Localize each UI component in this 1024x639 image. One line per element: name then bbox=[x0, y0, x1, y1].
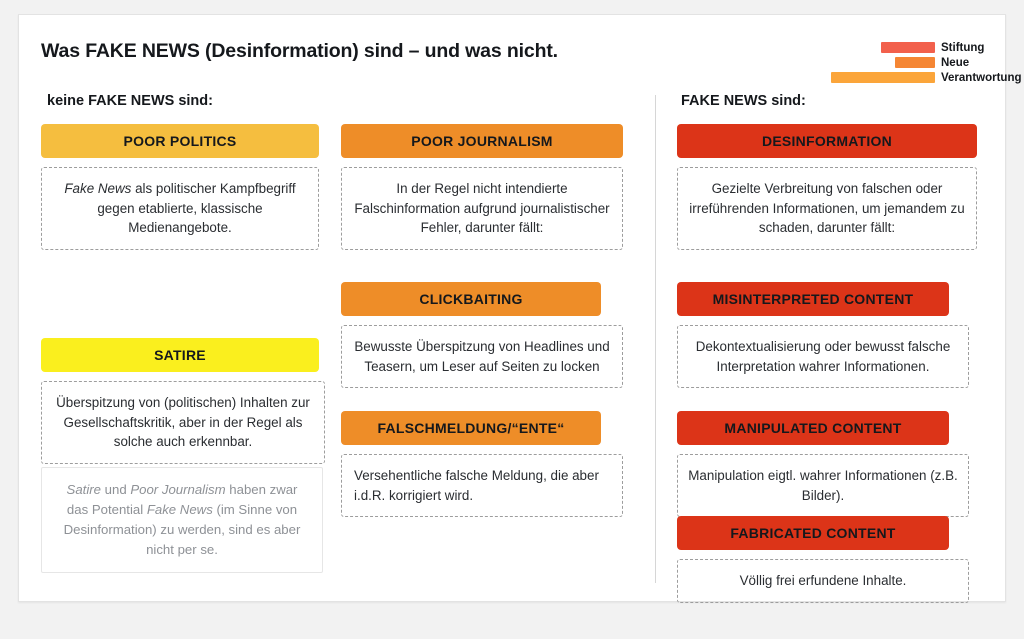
category-label-misinterpreted-content[interactable]: MISINTERPRETED CONTENT bbox=[677, 282, 949, 316]
category-label-poor-journalism[interactable]: POOR JOURNALISM bbox=[341, 124, 623, 158]
column-divider bbox=[655, 95, 656, 583]
logo-label: Stiftung bbox=[941, 42, 985, 54]
column-subcategories-middle: POOR JOURNALISM In der Regel nicht intend… bbox=[341, 93, 623, 517]
category-label-clickbaiting[interactable]: CLICKBAITING bbox=[341, 282, 601, 316]
logo-bar-icon bbox=[895, 57, 935, 68]
category-block: DESINFORMATION Gezielte Verbreitung von f… bbox=[677, 124, 979, 250]
logo-label: Neue bbox=[941, 57, 970, 69]
column-heading-left: keine FAKE NEWS sind: bbox=[47, 93, 213, 109]
logo-label: Verantwortung bbox=[941, 72, 1022, 84]
category-label-falschmeldung-ente[interactable]: FALSCHMELDUNG/“ENTE“ bbox=[341, 411, 601, 445]
category-block: SATIRE Überspitzung von (politischen) Inh… bbox=[41, 338, 325, 464]
category-description: Überspitzung von (politischen) Inhalten … bbox=[41, 381, 325, 464]
header: Was FAKE NEWS (Desinformation) sind – un… bbox=[19, 15, 1022, 89]
category-description: Gezielte Verbreitung von falschen oder i… bbox=[677, 167, 977, 250]
category-description: Bewusste Überspitzung von Headlines und … bbox=[341, 325, 623, 388]
category-block: FALSCHMELDUNG/“ENTE“ Versehentliche falsc… bbox=[341, 411, 623, 517]
category-block: POOR POLITICS Fake News als politischer K… bbox=[41, 124, 323, 250]
category-block: MISINTERPRETED CONTENT Dekontextualisieru… bbox=[677, 282, 979, 388]
category-description: Völlig frei erfundene Inhalte. bbox=[677, 559, 969, 603]
category-description: In der Regel nicht intendierte Falschinf… bbox=[341, 167, 623, 250]
logo-line-verantwortung: Verantwortung bbox=[823, 72, 1022, 84]
category-block: MANIPULATED CONTENT Manipulation eigtl. w… bbox=[677, 411, 979, 517]
footer-note: Satire und Poor Journalism haben zwar da… bbox=[41, 467, 323, 573]
logo-line-stiftung: Stiftung bbox=[823, 42, 989, 54]
page-title: Was FAKE NEWS (Desinformation) sind – un… bbox=[41, 40, 558, 62]
infographic-card: Was FAKE NEWS (Desinformation) sind – un… bbox=[18, 14, 1022, 603]
category-block: FABRICATED CONTENT Völlig frei erfundene … bbox=[677, 516, 979, 603]
logo-line-neue: Neue bbox=[823, 57, 989, 69]
category-label-satire[interactable]: SATIRE bbox=[41, 338, 319, 372]
logo-bar-icon bbox=[881, 42, 935, 53]
category-block: POOR JOURNALISM In der Regel nicht intend… bbox=[341, 124, 623, 250]
column-keine-fake-news: keine FAKE NEWS sind: POOR POLITICS Fake … bbox=[41, 93, 325, 464]
column-heading-right: FAKE NEWS sind: bbox=[681, 93, 806, 109]
category-description: Manipulation eigtl. wahrer Informationen… bbox=[677, 454, 969, 517]
category-description: Versehentliche falsche Meldung, die aber… bbox=[341, 454, 623, 517]
category-label-fabricated-content[interactable]: FABRICATED CONTENT bbox=[677, 516, 949, 550]
category-label-desinformation[interactable]: DESINFORMATION bbox=[677, 124, 977, 158]
organization-logo: Stiftung Neue Verantwortung bbox=[823, 30, 1022, 86]
category-description: Fake News als politischer Kampfbegriff g… bbox=[41, 167, 319, 250]
column-heading-middle-spacer bbox=[341, 93, 623, 124]
category-description: Dekontextualisierung oder bewusst falsch… bbox=[677, 325, 969, 388]
column-fake-news: FAKE NEWS sind: DESINFORMATION Gezielte V… bbox=[677, 93, 979, 603]
category-block: CLICKBAITING Bewusste Überspitzung von He… bbox=[341, 282, 623, 388]
footer-note-text: Satire und Poor Journalism haben zwar da… bbox=[41, 467, 323, 573]
category-label-manipulated-content[interactable]: MANIPULATED CONTENT bbox=[677, 411, 949, 445]
logo-bar-icon bbox=[831, 72, 935, 83]
category-label-poor-politics[interactable]: POOR POLITICS bbox=[41, 124, 319, 158]
